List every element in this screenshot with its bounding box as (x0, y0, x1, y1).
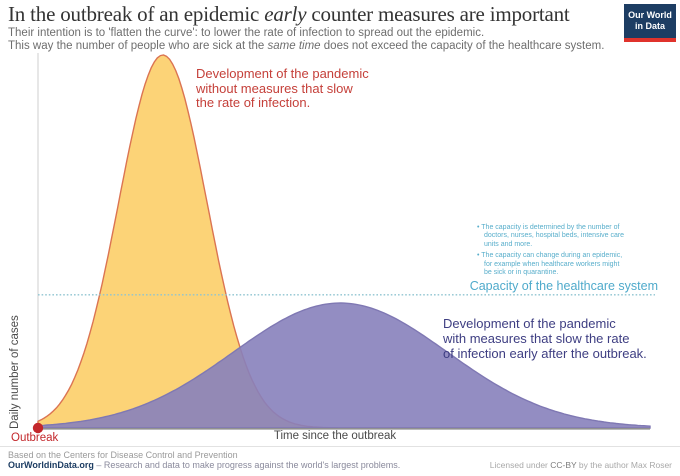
owid-logo: Our World in Data (624, 4, 676, 42)
with-measures-line3: of infection early after the outbreak. (443, 346, 647, 361)
with-measures-line2: with measures that slow the rate (443, 331, 630, 346)
footer-divider (0, 446, 680, 447)
y-axis-label: Daily number of cases (9, 315, 21, 429)
x-axis-label: Time since the outbreak (273, 430, 397, 442)
subtitle2-part2: does not exceed the capacity of the heal… (320, 40, 605, 52)
capacity-notes: The capacity is determined by the number… (477, 224, 629, 280)
no-measures-line3: the rate of infection. (196, 95, 311, 111)
logo-line1: Our World (628, 10, 672, 20)
subtitle-line-1: Their intention is to 'flatten the curve… (8, 27, 485, 39)
subtitle2-part1: This way the number of people who are si… (8, 40, 268, 52)
outbreak-label: Outbreak (11, 432, 59, 444)
with-measures-line1: Development of the pandemic (443, 316, 616, 331)
license-cc: CC-BY (550, 460, 577, 470)
subtitle2-italic: same time (267, 40, 321, 52)
with-measures-label: Development of the pandemic with measure… (443, 316, 647, 361)
title-part2: counter measures are important (306, 2, 570, 26)
no-measures-label: Development of the pandemic without meas… (196, 66, 369, 111)
subtitle-line-2: This way the number of people who are si… (8, 40, 604, 52)
license-prefix: Licensed under (489, 460, 551, 470)
footer-license: Licensed under CC-BY by the author Max R… (490, 460, 672, 470)
capacity-note-1: The capacity is determined by the number… (477, 224, 629, 249)
owid-link[interactable]: OurWorldinData.org (8, 460, 94, 470)
license-suffix: by the author Max Roser (576, 460, 672, 470)
page-title: In the outbreak of an epidemic early cou… (8, 2, 570, 27)
logo-line2: in Data (634, 21, 665, 31)
footer-tagline: – Research and data to make progress aga… (93, 460, 401, 470)
footer-credit: OurWorldinData.org – Research and data t… (8, 460, 400, 470)
title-part1: In the outbreak of an epidemic (8, 2, 265, 26)
capacity-line-label: Capacity of the healthcare system (469, 279, 658, 293)
curve-with-measures (37, 302, 651, 429)
outbreak-marker (32, 422, 44, 434)
title-italic: early (264, 2, 307, 26)
no-measures-line1: Development of the pandemic (196, 66, 369, 81)
footer-source: Based on the Centers for Disease Control… (8, 450, 238, 460)
no-measures-line2: without measures that slow (196, 80, 353, 96)
capacity-note-2: The capacity can change during an epidem… (477, 252, 629, 277)
